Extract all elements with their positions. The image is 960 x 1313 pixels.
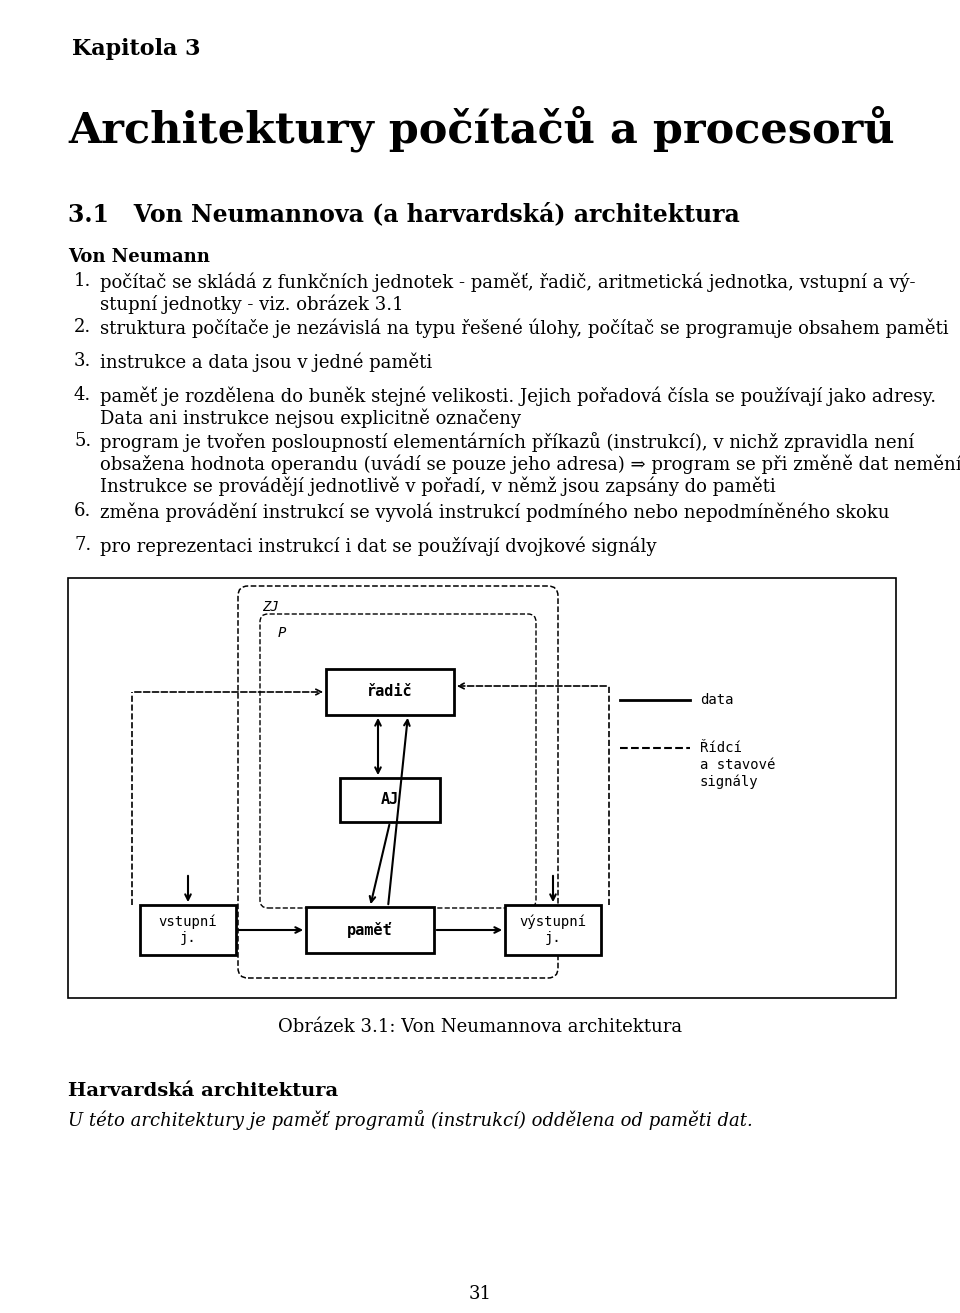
Text: ZJ: ZJ xyxy=(262,600,278,614)
Text: signály: signály xyxy=(700,775,758,789)
Text: Harvardská architektura: Harvardská architektura xyxy=(68,1082,338,1100)
Text: Řídcí: Řídcí xyxy=(700,741,742,755)
Text: 3.: 3. xyxy=(74,352,91,370)
Text: data: data xyxy=(700,693,733,706)
Text: 5.: 5. xyxy=(74,432,91,450)
Bar xyxy=(68,578,896,998)
Text: Architektury počítačů a procesorů: Architektury počítačů a procesorů xyxy=(68,105,895,151)
Text: U této architektury je paměť programů (instrukcí) oddělena od paměti dat.: U této architektury je paměť programů (i… xyxy=(68,1109,753,1130)
Text: 1.: 1. xyxy=(74,272,91,290)
Text: instrukce a data jsou v jedné paměti: instrukce a data jsou v jedné paměti xyxy=(100,352,432,372)
Text: a stavové: a stavové xyxy=(700,758,776,772)
Text: paměť: paměť xyxy=(348,922,393,937)
Bar xyxy=(306,907,434,953)
Text: řadič: řadič xyxy=(367,684,413,700)
Text: 4.: 4. xyxy=(74,386,91,404)
Text: počítač se skládá z funkčních jednotek - paměť, řadič, aritmetická jednotka, vst: počítač se skládá z funkčních jednotek -… xyxy=(100,272,916,291)
Text: 31: 31 xyxy=(468,1285,492,1302)
Text: AJ: AJ xyxy=(381,793,399,807)
Text: 7.: 7. xyxy=(74,536,91,554)
Text: obsažena hodnota operandu (uvádí se pouze jeho adresa) ⇒ program se při změně da: obsažena hodnota operandu (uvádí se pouz… xyxy=(100,454,960,474)
Text: 6.: 6. xyxy=(74,502,91,520)
Text: paměť je rozdělena do buněk stejné velikosti. Jejich pořadová čísla se používají: paměť je rozdělena do buněk stejné velik… xyxy=(100,386,936,406)
Text: struktura počítače je nezávislá na typu řešené úlohy, počítač se programuje obsa: struktura počítače je nezávislá na typu … xyxy=(100,318,948,337)
Text: 2.: 2. xyxy=(74,318,91,336)
Text: P: P xyxy=(278,626,286,639)
Text: Von Neumann: Von Neumann xyxy=(68,248,210,267)
Text: j.: j. xyxy=(544,931,562,945)
Bar xyxy=(340,779,440,822)
FancyBboxPatch shape xyxy=(260,614,536,909)
Text: výstupní: výstupní xyxy=(519,915,587,930)
Bar xyxy=(326,670,454,716)
Bar xyxy=(140,905,236,955)
Text: program je tvořen posloupností elementárních příkazů (instrukcí), v nichž zpravi: program je tvořen posloupností elementár… xyxy=(100,432,914,452)
Text: Kapitola 3: Kapitola 3 xyxy=(72,38,201,60)
Text: stupní jednotky - viz. obrázek 3.1: stupní jednotky - viz. obrázek 3.1 xyxy=(100,294,403,314)
Text: 3.1   Von Neumannova (a harvardská) architektura: 3.1 Von Neumannova (a harvardská) archit… xyxy=(68,202,740,226)
Text: pro reprezentaci instrukcí i dat se používají dvojkové signály: pro reprezentaci instrukcí i dat se použ… xyxy=(100,536,657,555)
Text: Obrázek 3.1: Von Neumannova architektura: Obrázek 3.1: Von Neumannova architektura xyxy=(278,1018,682,1036)
Bar xyxy=(505,905,601,955)
FancyBboxPatch shape xyxy=(238,586,558,978)
Text: změna provádění instrukcí se vyvolá instrukcí podmíného nebo nepodmíněného skoku: změna provádění instrukcí se vyvolá inst… xyxy=(100,502,890,521)
Text: Instrukce se provádějí jednotlivě v pořadí, v němž jsou zapsány do paměti: Instrukce se provádějí jednotlivě v pořa… xyxy=(100,477,776,495)
Text: vstupní: vstupní xyxy=(158,915,217,930)
Text: j.: j. xyxy=(180,931,197,945)
Text: Data ani instrukce nejsou explicitně označeny: Data ani instrukce nejsou explicitně ozn… xyxy=(100,408,521,428)
